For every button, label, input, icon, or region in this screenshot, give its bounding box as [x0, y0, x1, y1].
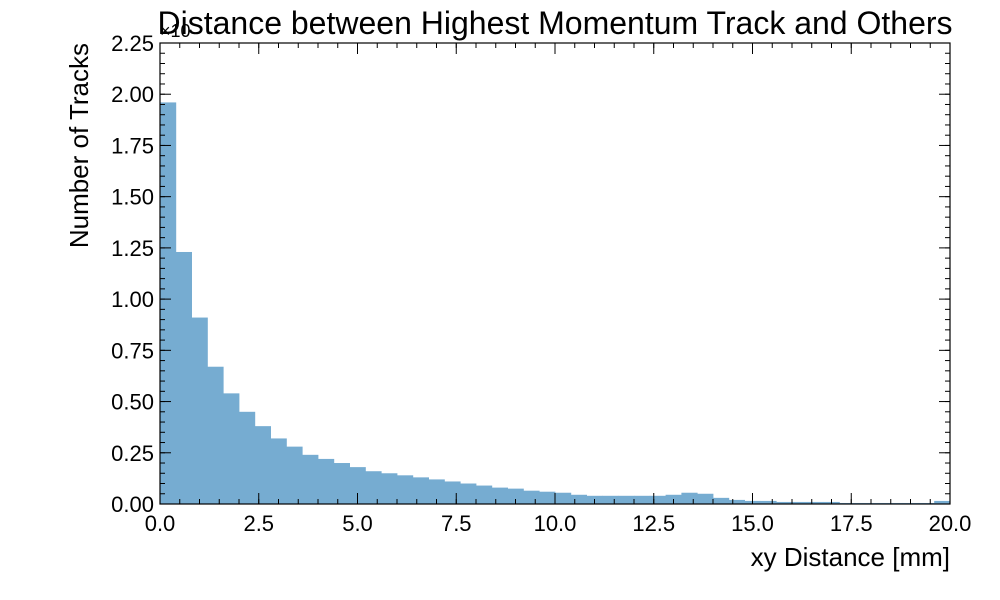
x-tick-label: 7.5 [441, 511, 472, 536]
y-tick-label: 2.25 [111, 31, 154, 56]
x-axis-label: xy Distance [mm] [751, 542, 950, 572]
histogram-bar [934, 500, 951, 504]
histogram-bar [191, 317, 208, 504]
histogram-bar [239, 411, 256, 504]
x-tick-label: 0.0 [145, 511, 176, 536]
histogram-bar [634, 495, 651, 504]
histogram-bar [349, 467, 366, 504]
histogram-bar [491, 487, 508, 504]
histogram-bar [476, 485, 493, 504]
histogram-bar [602, 495, 619, 504]
y-axis-label: Number of Tracks [64, 43, 94, 248]
histogram-bar [760, 500, 777, 504]
histogram-bar [175, 251, 192, 504]
histogram-bar [160, 102, 177, 504]
histogram-bar [270, 438, 287, 504]
x-tick-label: 20.0 [929, 511, 972, 536]
histogram-bar [302, 454, 319, 504]
x-tick-label: 10.0 [534, 511, 577, 536]
y-tick-label: 1.50 [111, 185, 154, 210]
histogram-bar [318, 458, 335, 504]
histogram-bar [286, 446, 303, 504]
histogram-bar [697, 493, 714, 504]
x-tick-label: 12.5 [632, 511, 675, 536]
x-tick-label: 17.5 [830, 511, 873, 536]
y-tick-label: 1.00 [111, 287, 154, 312]
histogram-bars [160, 102, 951, 504]
x-tick-label: 5.0 [342, 511, 373, 536]
histogram-bar [570, 494, 587, 504]
x-tick-label: 15.0 [731, 511, 774, 536]
histogram-bar [792, 501, 809, 504]
y-tick-label: 0.00 [111, 492, 154, 517]
chart-title: Distance between Highest Momentum Track … [157, 5, 952, 41]
histogram-bar [444, 481, 461, 504]
histogram-bar [649, 495, 666, 504]
histogram-bar [397, 475, 414, 504]
histogram-bar [555, 492, 572, 504]
plot-frame [159, 42, 951, 505]
y-tick-label: 2.00 [111, 82, 154, 107]
histogram-bar [460, 483, 477, 504]
histogram-bar [381, 473, 398, 504]
histogram-bar [254, 426, 271, 504]
histogram-bar [728, 499, 745, 504]
y-tick-label: 1.75 [111, 133, 154, 158]
histogram-bar [207, 366, 224, 504]
x-tick-label: 2.5 [243, 511, 274, 536]
histogram-bar [618, 495, 635, 504]
histogram-bar [807, 501, 824, 504]
histogram-bar [507, 488, 524, 504]
histogram-bar [713, 497, 730, 504]
histogram-bar [223, 393, 240, 504]
histogram-bar [333, 463, 350, 504]
histogram-bar [776, 501, 793, 504]
histogram-bar [365, 471, 382, 504]
y-tick-label: 0.75 [111, 338, 154, 363]
y-tick-label: 0.25 [111, 441, 154, 466]
histogram-bar [523, 490, 540, 504]
histogram-bar [428, 479, 445, 504]
histogram-bar [412, 477, 429, 504]
histogram-bar [539, 491, 556, 504]
y-tick-label: 1.25 [111, 236, 154, 261]
histogram-bar [681, 492, 698, 504]
y-offset-label: ×10 [160, 21, 191, 41]
y-tick-label: 0.50 [111, 390, 154, 415]
